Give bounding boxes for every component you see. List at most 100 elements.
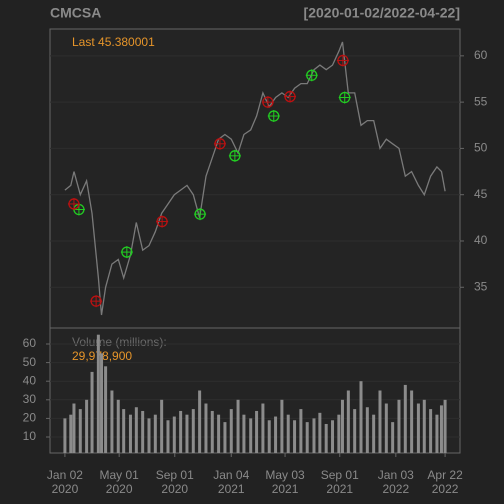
volume-bar bbox=[416, 403, 420, 453]
buy-signals bbox=[338, 91, 351, 104]
volume-bar bbox=[391, 422, 395, 453]
volume-bar bbox=[305, 422, 309, 453]
volume-bar bbox=[122, 409, 126, 453]
y-tick-label: 40 bbox=[474, 233, 488, 247]
volume-bar bbox=[210, 410, 214, 453]
volume-bar bbox=[312, 418, 316, 453]
sell-signals bbox=[261, 96, 274, 109]
volume-bar bbox=[116, 399, 120, 453]
y-tick-label: 50 bbox=[474, 141, 488, 155]
x-tick-label: May 03 bbox=[265, 468, 305, 482]
volume-bar bbox=[128, 414, 132, 453]
date-range: [2020-01-02/2022-04-22] bbox=[304, 5, 460, 21]
y-tick-label: 30 bbox=[23, 392, 37, 406]
volume-bar bbox=[104, 366, 108, 453]
volume-bar bbox=[72, 403, 76, 453]
x-tick-label: Apr 22 bbox=[427, 468, 463, 482]
volume-bar bbox=[96, 334, 100, 453]
volume-bar bbox=[100, 353, 104, 453]
volume-bar bbox=[410, 390, 414, 453]
volume-bar bbox=[185, 414, 189, 453]
volume-bar bbox=[69, 414, 73, 453]
volume-bar bbox=[236, 399, 240, 453]
y-tick-label: 60 bbox=[23, 336, 37, 350]
volume-bar bbox=[318, 412, 322, 453]
x-tick-label: Sep 01 bbox=[321, 468, 359, 482]
volume-bar bbox=[286, 414, 290, 453]
volume-bar bbox=[78, 409, 82, 453]
x-tick-label: 2020 bbox=[106, 482, 133, 496]
volume-bar bbox=[337, 414, 341, 453]
volume-bar bbox=[429, 409, 433, 453]
x-tick-label: 2021 bbox=[272, 482, 299, 496]
volume-bar bbox=[359, 381, 363, 453]
sell-signals bbox=[284, 90, 297, 103]
volume-bar bbox=[384, 403, 388, 453]
sell-signals bbox=[90, 295, 103, 308]
volume-bar bbox=[439, 405, 443, 453]
volume-bar bbox=[223, 422, 227, 453]
volume-bar bbox=[378, 390, 382, 453]
volume-bar bbox=[134, 407, 138, 453]
x-tick-label: Jan 04 bbox=[213, 468, 249, 482]
volume-bar bbox=[255, 410, 259, 453]
buy-signals bbox=[194, 208, 207, 221]
x-tick-label: 2021 bbox=[218, 482, 245, 496]
x-tick-label: Jan 03 bbox=[378, 468, 414, 482]
volume-bar bbox=[179, 410, 183, 453]
buy-signals bbox=[120, 246, 133, 259]
x-tick-label: May 01 bbox=[99, 468, 139, 482]
volume-bar bbox=[299, 409, 303, 453]
volume-bar bbox=[274, 416, 278, 453]
y-tick-label: 35 bbox=[474, 279, 488, 293]
volume-bar bbox=[147, 418, 151, 453]
volume-bar bbox=[90, 371, 94, 453]
x-tick-label: 2022 bbox=[432, 482, 459, 496]
volume-bar bbox=[217, 414, 221, 453]
y-tick-label: 55 bbox=[474, 94, 488, 108]
x-tick-label: 2022 bbox=[382, 482, 409, 496]
volume-bar bbox=[63, 418, 67, 453]
buy-signals bbox=[305, 69, 318, 82]
volume-bar bbox=[85, 399, 89, 453]
volume-bar bbox=[435, 414, 439, 453]
volume-bar bbox=[365, 407, 369, 453]
volume-bar bbox=[346, 390, 350, 453]
volume-bar bbox=[353, 409, 357, 453]
volume-bar bbox=[280, 399, 284, 453]
volume-title: Volume (millions): bbox=[72, 335, 167, 349]
price-line bbox=[64, 41, 446, 316]
x-tick-label: 2020 bbox=[161, 482, 188, 496]
volume-bar bbox=[372, 414, 376, 453]
last-price: Last 45.380001 bbox=[72, 35, 155, 49]
volume-bar bbox=[198, 390, 202, 453]
sell-signals bbox=[156, 215, 169, 228]
volume-bar bbox=[166, 420, 170, 453]
volume-bar bbox=[204, 403, 208, 453]
y-tick-label: 10 bbox=[23, 429, 37, 443]
buy-signals bbox=[228, 149, 241, 162]
y-tick-label: 60 bbox=[474, 48, 488, 62]
volume-bar bbox=[422, 399, 426, 453]
y-tick-label: 20 bbox=[23, 411, 37, 425]
volume-bar bbox=[443, 399, 447, 453]
volume-bar bbox=[261, 403, 265, 453]
volume-bar bbox=[141, 410, 145, 453]
volume-bar bbox=[242, 414, 246, 453]
buy-signals bbox=[267, 110, 280, 123]
x-tick-label: 2021 bbox=[326, 482, 353, 496]
volume-bar bbox=[160, 399, 164, 453]
x-tick-label: 2020 bbox=[52, 482, 79, 496]
sell-signals bbox=[213, 137, 226, 150]
volume-bar bbox=[331, 420, 335, 453]
x-tick-label: Jan 02 bbox=[47, 468, 83, 482]
volume-bar bbox=[229, 409, 233, 453]
volume-bar bbox=[249, 418, 253, 453]
y-tick-label: 50 bbox=[23, 355, 37, 369]
chart-title: CMCSA bbox=[50, 5, 101, 21]
volume-bar bbox=[397, 399, 401, 453]
volume-bar bbox=[110, 390, 114, 453]
volume-bar bbox=[267, 420, 271, 453]
volume-bar bbox=[172, 416, 176, 453]
